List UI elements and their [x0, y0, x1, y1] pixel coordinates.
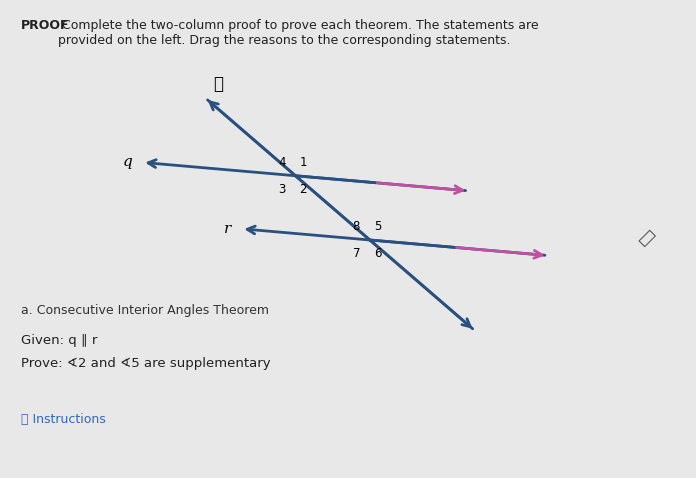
Text: r: r — [224, 222, 232, 236]
Text: Complete the two-column proof to prove each theorem. The statements are
provided: Complete the two-column proof to prove e… — [58, 19, 539, 46]
Text: 8: 8 — [353, 220, 360, 233]
Text: 2: 2 — [299, 183, 307, 196]
Text: Prove: ∢2 and ∢5 are supplementary: Prove: ∢2 and ∢5 are supplementary — [21, 357, 270, 369]
Text: PROOF: PROOF — [21, 19, 69, 32]
Text: q: q — [122, 155, 132, 169]
Text: ℓ: ℓ — [214, 76, 223, 93]
Text: 4: 4 — [278, 156, 285, 169]
Text: ⓘ Instructions: ⓘ Instructions — [21, 413, 105, 426]
Text: ⤷: ⤷ — [635, 228, 656, 248]
Text: a. Consecutive Interior Angles Theorem: a. Consecutive Interior Angles Theorem — [21, 304, 269, 317]
Text: Given: q ∥ r: Given: q ∥ r — [21, 334, 97, 347]
Text: 7: 7 — [353, 247, 360, 260]
Text: 6: 6 — [374, 247, 381, 260]
Text: 3: 3 — [278, 183, 285, 196]
Text: 5: 5 — [374, 220, 381, 233]
Text: 1: 1 — [299, 156, 307, 169]
